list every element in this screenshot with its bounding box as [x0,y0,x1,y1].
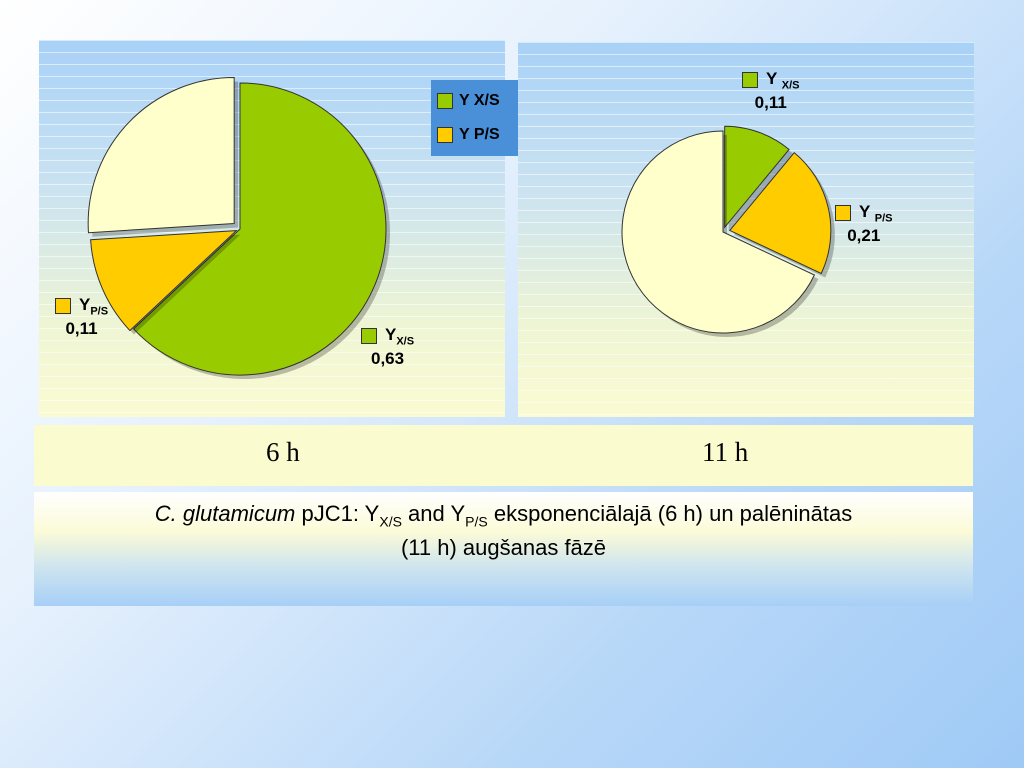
legend-label-ps: Y P/S [459,126,500,143]
legend-swatch-xs [437,93,453,109]
chart-panel-6h: Y X/S Y P/S YP/S 0,11 YX/S 0,63 [39,40,532,417]
chart-panel-11h: Y X/S 0,11 Y P/S 0,21 [518,42,974,417]
caption-sub-ps: P/S [465,513,488,530]
label-swatch-ps-6h [55,297,71,314]
label-xs-main: Y [385,325,397,344]
label-swatch-xs-6h [361,327,377,344]
legend-swatch-ps [437,127,453,143]
label-ps-value: 0,21 [847,225,881,245]
label-ps-value: 0,11 [65,318,98,338]
caption: C. glutamicum pJC1: YX/S and YP/S ekspon… [34,492,973,606]
label-xs-main: Y [766,69,778,88]
pie-6h-slice-1 [90,230,238,332]
label-swatch-xs-11h [742,71,758,88]
label-xs-sub: X/S [781,79,800,92]
pie-11h-slice-0 [724,125,790,229]
pie-11h-slice-1 [729,151,832,275]
legend-item-ps: Y P/S [437,118,526,152]
legend: Y X/S Y P/S [431,80,532,156]
pie-11h-slice-2 [621,130,816,334]
caption-line2: (11 h) augšanas fāzē [400,534,607,560]
caption-organism: C. glutamicum [154,501,296,526]
label-xs-value: 0,63 [370,348,405,368]
time-bar: 6 h 11 h [34,425,973,486]
time-label-11h: 11 h [702,437,749,467]
data-label-xs-6h: YX/S 0,63 [361,325,414,369]
pie-6h-slice-2 [87,77,235,234]
data-label-ps-6h: YP/S 0,11 [55,295,108,339]
data-label-xs-11h: Y X/S 0,11 [742,69,800,113]
caption-mid: and Y [401,501,466,526]
caption-strain: pJC1: Y [295,501,380,526]
label-swatch-ps-11h [835,204,851,221]
legend-item-xs: Y X/S [437,84,526,118]
label-xs-sub: X/S [396,335,415,348]
label-ps-main: Y [859,202,871,221]
pie-6h-slice-0 [132,82,387,376]
pie-chart-11h [621,125,835,337]
data-label-ps-11h: Y P/S 0,21 [835,202,893,246]
label-ps-sub: P/S [90,305,109,318]
caption-rest: eksponenciālajā (6 h) un palēninātas [487,501,853,526]
label-ps-main: Y [79,295,91,314]
pie-chart-6h [87,77,390,379]
time-label-6h: 6 h [266,437,300,467]
label-ps-sub: P/S [874,212,893,225]
caption-sub-xs: X/S [379,513,402,530]
legend-label-xs: Y X/S [459,92,500,109]
label-xs-value: 0,11 [754,92,787,112]
